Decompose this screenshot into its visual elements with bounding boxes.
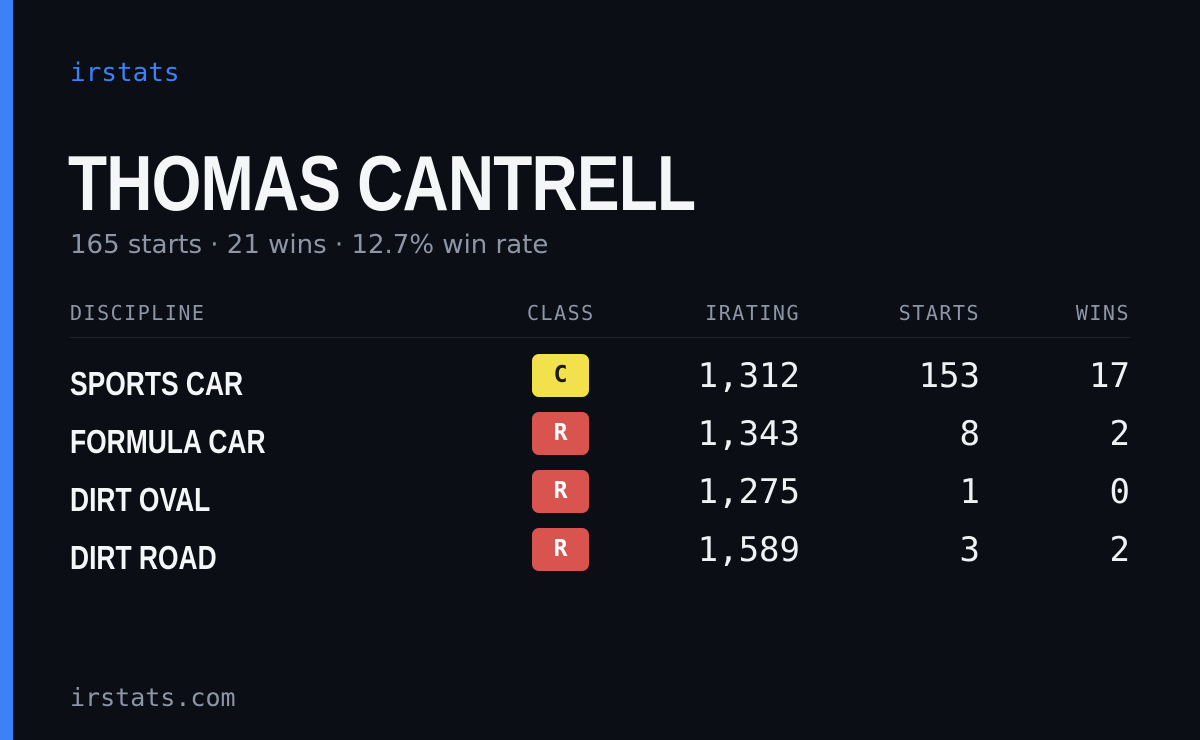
license-class-badge: C xyxy=(532,354,589,397)
header-divider xyxy=(70,337,1130,338)
starts-value: 1 xyxy=(959,472,980,512)
license-class-badge: R xyxy=(532,528,589,571)
irating-value: 1,589 xyxy=(697,530,800,570)
header-discipline: DISCIPLINE xyxy=(70,301,206,325)
wins-value: 2 xyxy=(1109,530,1130,570)
starts-value: 3 xyxy=(959,530,980,570)
discipline-name: DIRT OVAL xyxy=(70,481,211,518)
discipline-name: DIRT ROAD xyxy=(70,539,217,576)
irating-value: 1,275 xyxy=(697,472,800,512)
discipline-name: FORMULA CAR xyxy=(70,423,266,460)
header-wins: WINS xyxy=(1075,301,1130,325)
discipline-name: SPORTS CAR xyxy=(70,365,244,402)
table-row: SPORTS CAR C 1,312 153 17 xyxy=(0,354,1200,412)
driver-summary: 165 starts · 21 wins · 12.7% win rate xyxy=(70,230,549,260)
license-class-badge: R xyxy=(532,470,589,513)
starts-value: 153 xyxy=(918,356,980,396)
irating-value: 1,343 xyxy=(697,414,800,454)
header-starts: STARTS xyxy=(898,301,980,325)
brand-logo[interactable]: irstats xyxy=(70,58,180,88)
footer-url[interactable]: irstats.com xyxy=(70,683,236,712)
wins-value: 0 xyxy=(1109,472,1130,512)
driver-name: THOMAS CANTRELL xyxy=(68,139,696,227)
table-row: DIRT ROAD R 1,589 3 2 xyxy=(0,528,1200,586)
wins-value: 2 xyxy=(1109,414,1130,454)
wins-value: 17 xyxy=(1089,356,1130,396)
header-irating: IRATING xyxy=(705,301,800,325)
license-class-badge: R xyxy=(532,412,589,455)
accent-bar xyxy=(0,0,13,740)
irating-value: 1,312 xyxy=(697,356,800,396)
header-class: CLASS xyxy=(527,301,595,325)
table-row: DIRT OVAL R 1,275 1 0 xyxy=(0,470,1200,528)
starts-value: 8 xyxy=(959,414,980,454)
table-row: FORMULA CAR R 1,343 8 2 xyxy=(0,412,1200,470)
